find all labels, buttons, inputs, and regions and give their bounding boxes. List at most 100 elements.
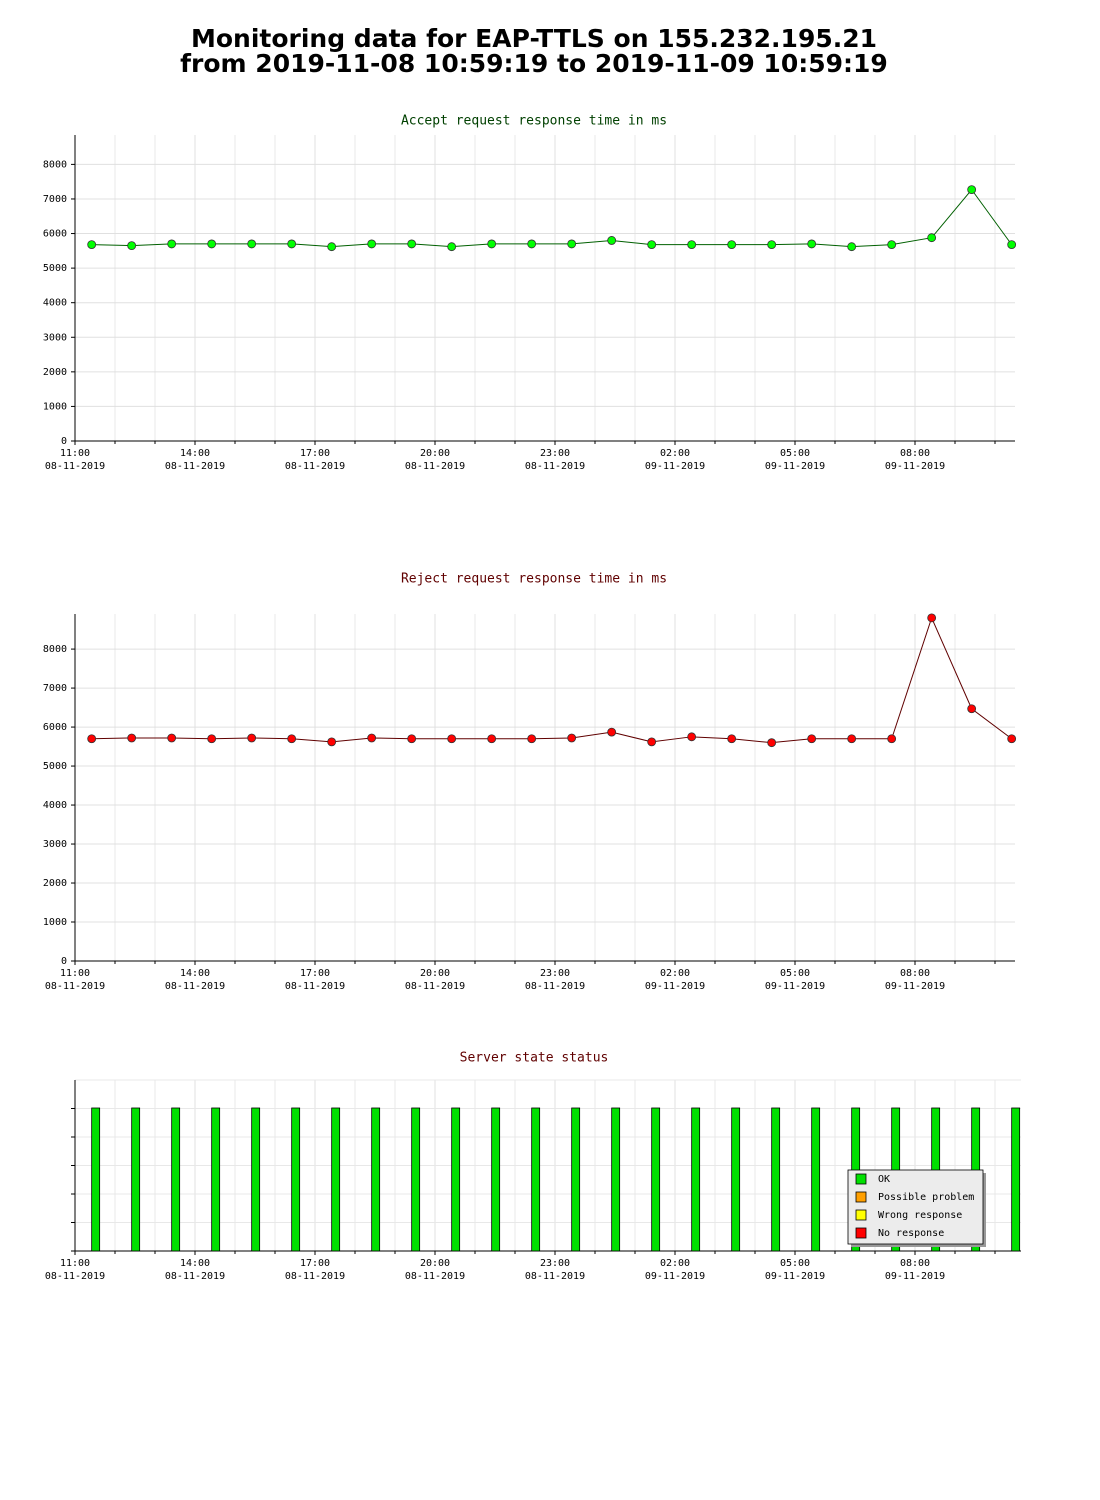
- x-tick-label: 09-11-2019: [765, 461, 825, 472]
- x-tick-label: 02:00: [660, 1258, 690, 1269]
- x-tick-label: 09-11-2019: [885, 981, 945, 992]
- x-tick-label: 09-11-2019: [885, 461, 945, 472]
- x-tick-label: 09-11-2019: [645, 981, 705, 992]
- x-tick-label: 20:00: [420, 1258, 450, 1269]
- x-tick-label: 20:00: [420, 448, 450, 459]
- status-bar: [291, 1107, 301, 1252]
- status-bar: [611, 1107, 621, 1252]
- x-tick-label: 08-11-2019: [525, 981, 585, 992]
- y-tick-label: 3000: [43, 332, 67, 343]
- status-bar: [811, 1107, 821, 1252]
- data-point: [927, 233, 937, 243]
- x-tick-label: 08-11-2019: [165, 981, 225, 992]
- legend-swatch: [855, 1227, 867, 1239]
- y-tick-label: 2000: [43, 878, 67, 889]
- x-tick-label: 08-11-2019: [405, 1271, 465, 1282]
- data-point: [127, 241, 137, 251]
- data-point: [847, 734, 857, 744]
- page-subtitle: from 2019-11-08 10:59:19 to 2019-11-09 1…: [180, 49, 888, 78]
- x-tick-label: 17:00: [300, 448, 330, 459]
- data-point: [167, 733, 177, 743]
- x-tick-label: 17:00: [300, 968, 330, 979]
- x-tick-label: 08:00: [900, 1258, 930, 1269]
- data-point: [1007, 734, 1017, 744]
- data-point: [447, 734, 457, 744]
- data-point: [487, 239, 497, 249]
- x-tick-label: 08-11-2019: [525, 461, 585, 472]
- y-tick-label: 1000: [43, 917, 67, 928]
- data-point: [727, 240, 737, 250]
- y-tick-label: 8000: [43, 644, 67, 655]
- y-tick-label: 2000: [43, 367, 67, 378]
- x-tick-label: 08-11-2019: [285, 1271, 345, 1282]
- y-tick-label: 5000: [43, 761, 67, 772]
- data-point: [207, 239, 217, 249]
- x-tick-label: 08:00: [900, 448, 930, 459]
- data-point: [607, 236, 617, 245]
- x-tick-label: 14:00: [180, 968, 210, 979]
- x-tick-label: 08-11-2019: [405, 461, 465, 472]
- x-tick-label: 08-11-2019: [45, 1271, 105, 1282]
- x-tick-label: 23:00: [540, 968, 570, 979]
- status-bar: [571, 1107, 581, 1252]
- status-bar: [731, 1107, 741, 1252]
- status-bar: [131, 1107, 141, 1252]
- data-point: [727, 734, 737, 744]
- data-point: [527, 734, 537, 744]
- status-bar: [1011, 1107, 1021, 1252]
- data-point: [647, 240, 657, 250]
- x-tick-label: 23:00: [540, 448, 570, 459]
- legend-box: [847, 1169, 984, 1245]
- data-point: [887, 734, 897, 744]
- data-point: [1007, 240, 1017, 250]
- status-bar: [91, 1107, 101, 1252]
- data-point: [967, 704, 977, 714]
- status-bar: [371, 1107, 381, 1252]
- x-tick-label: 08-11-2019: [525, 1271, 585, 1282]
- status-bar: [251, 1107, 261, 1252]
- data-point: [127, 733, 137, 743]
- chart-title: Reject request response time in ms: [401, 572, 667, 587]
- x-tick-label: 14:00: [180, 448, 210, 459]
- data-point: [927, 613, 937, 623]
- data-point: [887, 240, 897, 250]
- data-point: [407, 239, 417, 249]
- y-tick-label: 7000: [43, 194, 67, 205]
- series-line: [91, 616, 1012, 744]
- y-tick-label: 4000: [43, 800, 67, 811]
- y-tick-label: 8000: [43, 159, 67, 170]
- legend-swatch: [855, 1191, 867, 1203]
- legend-label: No response: [878, 1228, 944, 1239]
- x-tick-label: 08-11-2019: [285, 461, 345, 472]
- x-tick-label: 02:00: [660, 968, 690, 979]
- data-point: [247, 733, 257, 743]
- data-point: [687, 732, 697, 742]
- y-tick-label: 1000: [43, 401, 67, 412]
- page-title: Monitoring data for EAP-TTLS on 155.232.…: [191, 24, 877, 53]
- y-tick-label: 0: [61, 436, 67, 447]
- y-tick-label: 6000: [43, 229, 67, 240]
- x-tick-label: 08-11-2019: [285, 981, 345, 992]
- data-point: [367, 733, 377, 743]
- y-tick-label: 7000: [43, 683, 67, 694]
- x-tick-label: 14:00: [180, 1258, 210, 1269]
- status-bar: [171, 1107, 181, 1252]
- data-point: [367, 239, 377, 249]
- data-point: [327, 737, 337, 747]
- x-tick-label: 02:00: [660, 448, 690, 459]
- x-tick-label: 09-11-2019: [645, 1271, 705, 1282]
- data-point: [87, 734, 97, 744]
- y-tick-label: 5000: [43, 263, 67, 274]
- x-tick-label: 09-11-2019: [765, 981, 825, 992]
- data-point: [527, 239, 537, 249]
- status-bar: [531, 1107, 541, 1252]
- data-point: [807, 239, 817, 249]
- x-tick-label: 05:00: [780, 1258, 810, 1269]
- data-point: [447, 242, 457, 252]
- status-bar: [771, 1107, 781, 1252]
- x-tick-label: 08-11-2019: [45, 981, 105, 992]
- data-point: [407, 734, 417, 744]
- x-tick-label: 09-11-2019: [885, 1271, 945, 1282]
- data-point: [287, 239, 297, 249]
